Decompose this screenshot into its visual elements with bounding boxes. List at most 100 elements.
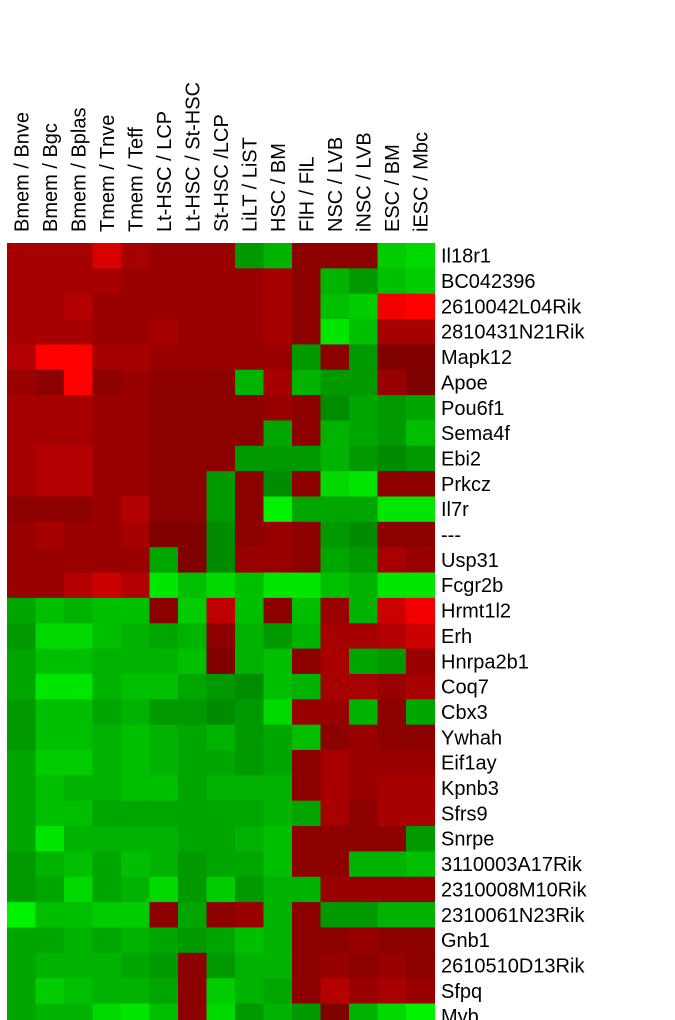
heatmap-cell bbox=[178, 648, 208, 675]
heatmap-cell bbox=[406, 826, 436, 852]
heatmap-cell bbox=[320, 445, 350, 472]
row-label: Eif1ay bbox=[441, 753, 497, 775]
heatmap-cell bbox=[178, 978, 208, 1005]
heatmap-cell bbox=[292, 623, 322, 650]
heatmap-cell bbox=[178, 293, 208, 320]
heatmap-cell bbox=[35, 826, 65, 852]
row-label: Cbx3 bbox=[441, 702, 488, 724]
heatmap-cell bbox=[235, 471, 265, 498]
heatmap-cell bbox=[406, 420, 436, 447]
heatmap-cell bbox=[149, 876, 179, 903]
heatmap-cells bbox=[7, 243, 436, 1020]
heatmap-cell bbox=[377, 572, 407, 599]
heatmap-cell bbox=[121, 420, 151, 447]
heatmap-cell bbox=[7, 268, 37, 295]
heatmap-cell bbox=[7, 293, 37, 320]
heatmap-cell bbox=[235, 268, 265, 295]
heatmap-cell bbox=[320, 268, 350, 295]
heatmap-cell bbox=[235, 547, 265, 574]
row-label: Snrpe bbox=[441, 829, 494, 851]
heatmap-cell bbox=[320, 800, 350, 827]
heatmap-cell bbox=[263, 724, 293, 751]
heatmap-cell bbox=[377, 826, 407, 852]
heatmap-cell bbox=[35, 268, 65, 295]
heatmap-cell bbox=[35, 521, 65, 548]
heatmap-cell bbox=[7, 319, 37, 345]
heatmap-cell bbox=[92, 826, 122, 852]
heatmap-cell bbox=[7, 648, 37, 675]
heatmap-cell bbox=[406, 673, 436, 700]
heatmap-cell bbox=[149, 395, 179, 422]
row-labels: Il18r1 BC042396 2610042L04Rik 2810431N21Rik… bbox=[441, 246, 588, 1020]
heatmap-cell bbox=[149, 496, 179, 523]
heatmap-cell bbox=[92, 319, 122, 345]
heatmap-cell bbox=[263, 395, 293, 422]
heatmap-cell bbox=[263, 547, 293, 574]
heatmap-cell bbox=[7, 547, 37, 574]
heatmap-cell bbox=[235, 775, 265, 802]
heatmap-cell bbox=[235, 902, 265, 929]
heatmap-cell bbox=[406, 699, 436, 726]
heatmap-cell bbox=[263, 293, 293, 320]
heatmap-cell bbox=[178, 902, 208, 929]
heatmap-cell bbox=[235, 952, 265, 979]
heatmap-cell bbox=[7, 775, 37, 802]
heatmap-cell bbox=[64, 952, 94, 979]
heatmap-cell bbox=[406, 597, 436, 624]
heatmap-cell bbox=[292, 724, 322, 751]
heatmap-cell bbox=[377, 243, 407, 269]
heatmap-cell bbox=[206, 521, 236, 548]
heatmap-cell bbox=[92, 471, 122, 498]
heatmap-cell bbox=[406, 724, 436, 751]
heatmap-cell bbox=[7, 699, 37, 726]
heatmap-cell bbox=[7, 902, 37, 929]
row-label: Fcgr2b bbox=[441, 575, 503, 597]
heatmap-cell bbox=[235, 826, 265, 852]
heatmap-cell bbox=[35, 648, 65, 675]
heatmap-cell bbox=[121, 496, 151, 523]
heatmap-cell bbox=[206, 851, 236, 878]
heatmap-cell bbox=[35, 699, 65, 726]
heatmap-cell bbox=[320, 395, 350, 422]
heatmap-cell bbox=[121, 851, 151, 878]
heatmap-cell bbox=[377, 521, 407, 548]
heatmap-cell bbox=[206, 369, 236, 396]
row-label: --- bbox=[441, 525, 461, 547]
heatmap-cell bbox=[7, 978, 37, 1005]
heatmap-cell bbox=[292, 471, 322, 498]
column-label: Bmem / Bplas bbox=[68, 108, 90, 232]
heatmap-cell bbox=[149, 673, 179, 700]
heatmap-cell bbox=[35, 471, 65, 498]
heatmap-cell bbox=[7, 496, 37, 523]
heatmap-cell bbox=[92, 369, 122, 396]
heatmap-cell bbox=[320, 547, 350, 574]
heatmap-cell bbox=[121, 344, 151, 371]
heatmap-cell bbox=[349, 699, 379, 726]
row-label: 2610042L04Rik bbox=[441, 296, 582, 318]
heatmap-cell bbox=[206, 978, 236, 1005]
heatmap-cell bbox=[349, 826, 379, 852]
heatmap-cell bbox=[7, 445, 37, 472]
heatmap-cell bbox=[292, 319, 322, 345]
heatmap-cell bbox=[377, 445, 407, 472]
heatmap-cell bbox=[7, 344, 37, 371]
heatmap-cell bbox=[406, 1003, 436, 1020]
heatmap-cell bbox=[263, 496, 293, 523]
heatmap-cell bbox=[349, 952, 379, 979]
heatmap-cell bbox=[35, 344, 65, 371]
heatmap-cell bbox=[235, 243, 265, 269]
heatmap-cell bbox=[320, 927, 350, 954]
row-label: Hnrpa2b1 bbox=[441, 651, 529, 673]
heatmap-cell bbox=[406, 623, 436, 650]
heatmap-cell bbox=[377, 800, 407, 827]
heatmap-cell bbox=[64, 268, 94, 295]
heatmap-cell bbox=[7, 369, 37, 396]
heatmap-cell bbox=[320, 319, 350, 345]
row-label: Il7r bbox=[441, 499, 469, 521]
heatmap-cell bbox=[149, 927, 179, 954]
heatmap-cell bbox=[35, 395, 65, 422]
heatmap-cell bbox=[235, 699, 265, 726]
heatmap-cell bbox=[406, 572, 436, 599]
heatmap-cell bbox=[178, 445, 208, 472]
